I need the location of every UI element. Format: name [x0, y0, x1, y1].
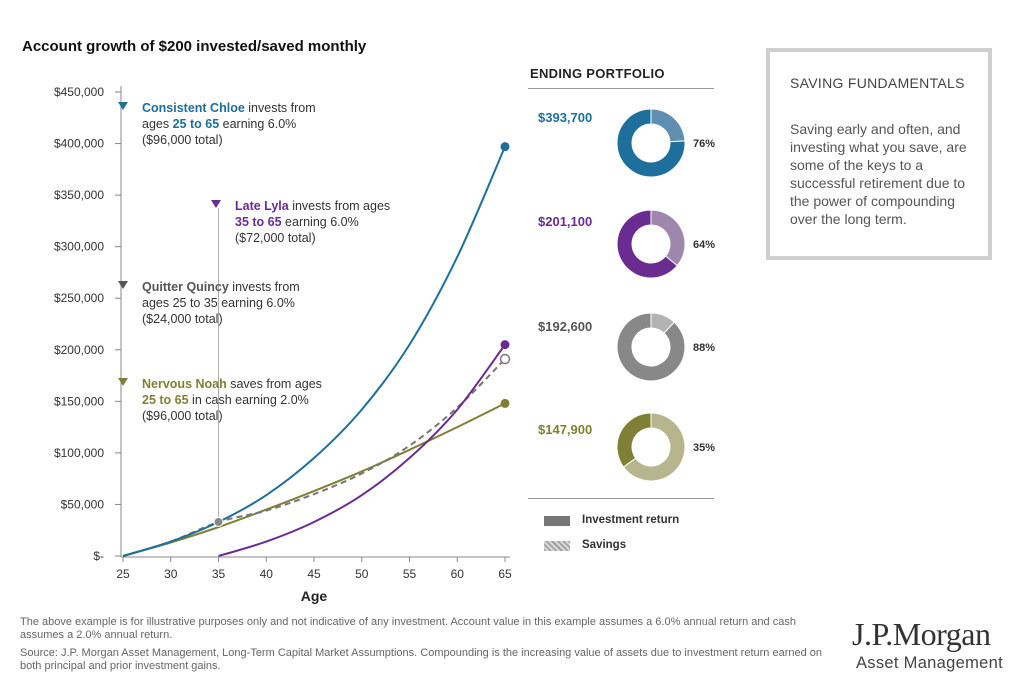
ending-portfolio-value: $147,900	[538, 422, 592, 437]
annotation-text: 25 to 65 in cash earning 2.0%	[142, 393, 309, 407]
donut-savings-slice	[650, 108, 686, 143]
series-end-point	[499, 353, 511, 365]
x-tick-label: 50	[355, 567, 369, 581]
x-tick-label: 60	[451, 567, 465, 581]
series-line-nervous-noah	[122, 402, 506, 557]
y-tick-label: $-	[93, 549, 104, 563]
legend-investment-return-swatch	[544, 516, 570, 526]
x-tick-label: 40	[260, 567, 274, 581]
x-tick-label: 35	[212, 567, 226, 581]
legend-investment-return-label: Investment return	[582, 514, 680, 526]
y-tick-label: $400,000	[54, 137, 104, 151]
y-tick-label: $250,000	[54, 291, 104, 305]
x-axis-label: Age	[301, 588, 328, 604]
series-end-point	[500, 398, 510, 408]
annotation-text: Consistent Chloe invests from	[142, 101, 316, 115]
donut-savings-slice	[622, 412, 686, 482]
chart-title: Account growth of $200 invested/saved mo…	[22, 38, 367, 55]
x-tick-label: 30	[164, 567, 178, 581]
donut-savings-slice	[650, 209, 686, 267]
annotation-text: ages 25 to 35 earning 6.0%	[142, 296, 295, 310]
ending-portfolio-value: $192,600	[538, 319, 592, 334]
annotation-marker-icon	[118, 102, 128, 110]
ending-portfolio-title: ENDING PORTFOLIO	[530, 66, 665, 81]
annotation-text: 35 to 65 earning 6.0%	[235, 215, 359, 229]
x-tick-label: 55	[403, 567, 417, 581]
ending-portfolio-percent: 64%	[693, 239, 715, 251]
annotation-marker-icon	[118, 378, 128, 386]
annotation-text: Nervous Noah saves from ages	[142, 377, 322, 391]
annotation-text: ($96,000 total)	[142, 409, 223, 423]
y-tick-label: $100,000	[54, 446, 104, 460]
y-tick-label: $300,000	[54, 240, 104, 254]
ending-portfolio-divider	[528, 88, 714, 89]
disclaimer-footnote: The above example is for illustrative pu…	[20, 616, 796, 641]
age-35-point	[213, 516, 224, 527]
donut-investment-return-slice	[616, 209, 678, 279]
ending-portfolio-value: $393,700	[538, 110, 592, 125]
donut-investment-return-slice	[616, 108, 686, 178]
annotation-text: Late Lyla invests from ages	[235, 199, 390, 213]
annotation-text: Quitter Quincy invests from	[142, 280, 300, 294]
x-tick-label: 65	[498, 567, 512, 581]
x-tick-label: 45	[307, 567, 321, 581]
saving-fundamentals-box: SAVING FUNDAMENTALS Saving early and oft…	[766, 48, 992, 260]
ending-portfolio-value: $201,100	[538, 214, 592, 229]
y-tick-label: $200,000	[54, 343, 104, 357]
series-line-quitter-quincy	[122, 358, 506, 557]
legend-divider	[528, 498, 714, 499]
y-tick-label: $150,000	[54, 394, 104, 408]
y-tick-label: $50,000	[61, 497, 105, 511]
annotation-marker-icon	[211, 200, 221, 208]
legend-savings-swatch	[544, 541, 570, 551]
saving-fundamentals-title: SAVING FUNDAMENTALS	[790, 75, 965, 91]
series-end-point	[500, 340, 510, 350]
jpmorgan-logo: J.P.Morgan	[852, 616, 991, 652]
donut-investment-return-slice	[616, 412, 652, 468]
donut-investment-return-slice	[616, 312, 686, 382]
annotation-text: ($96,000 total)	[142, 133, 223, 147]
series-line-consistent-chloe	[122, 146, 506, 557]
series-line-late-lyla	[218, 344, 506, 557]
ending-portfolio-percent: 35%	[693, 442, 715, 454]
annotation-text: ($24,000 total)	[142, 312, 223, 326]
annotation-text: ages 25 to 65 earning 6.0%	[142, 117, 296, 131]
series-end-point	[500, 142, 510, 152]
annotation-marker-icon	[118, 281, 128, 289]
ending-portfolio-percent: 88%	[693, 342, 715, 354]
y-tick-label: $450,000	[54, 85, 104, 99]
ending-portfolio-percent: 76%	[693, 138, 715, 150]
source-footnote: Source: J.P. Morgan Asset Management, Lo…	[20, 647, 823, 672]
asset-management-logo-text: Asset Management	[856, 654, 1003, 672]
y-tick-label: $350,000	[54, 188, 104, 202]
saving-fundamentals-body: Saving early and often, and investing wh…	[790, 121, 967, 227]
legend-savings-label: Savings	[582, 539, 627, 551]
annotation-text: ($72,000 total)	[235, 231, 316, 245]
x-tick-label: 25	[116, 567, 130, 581]
